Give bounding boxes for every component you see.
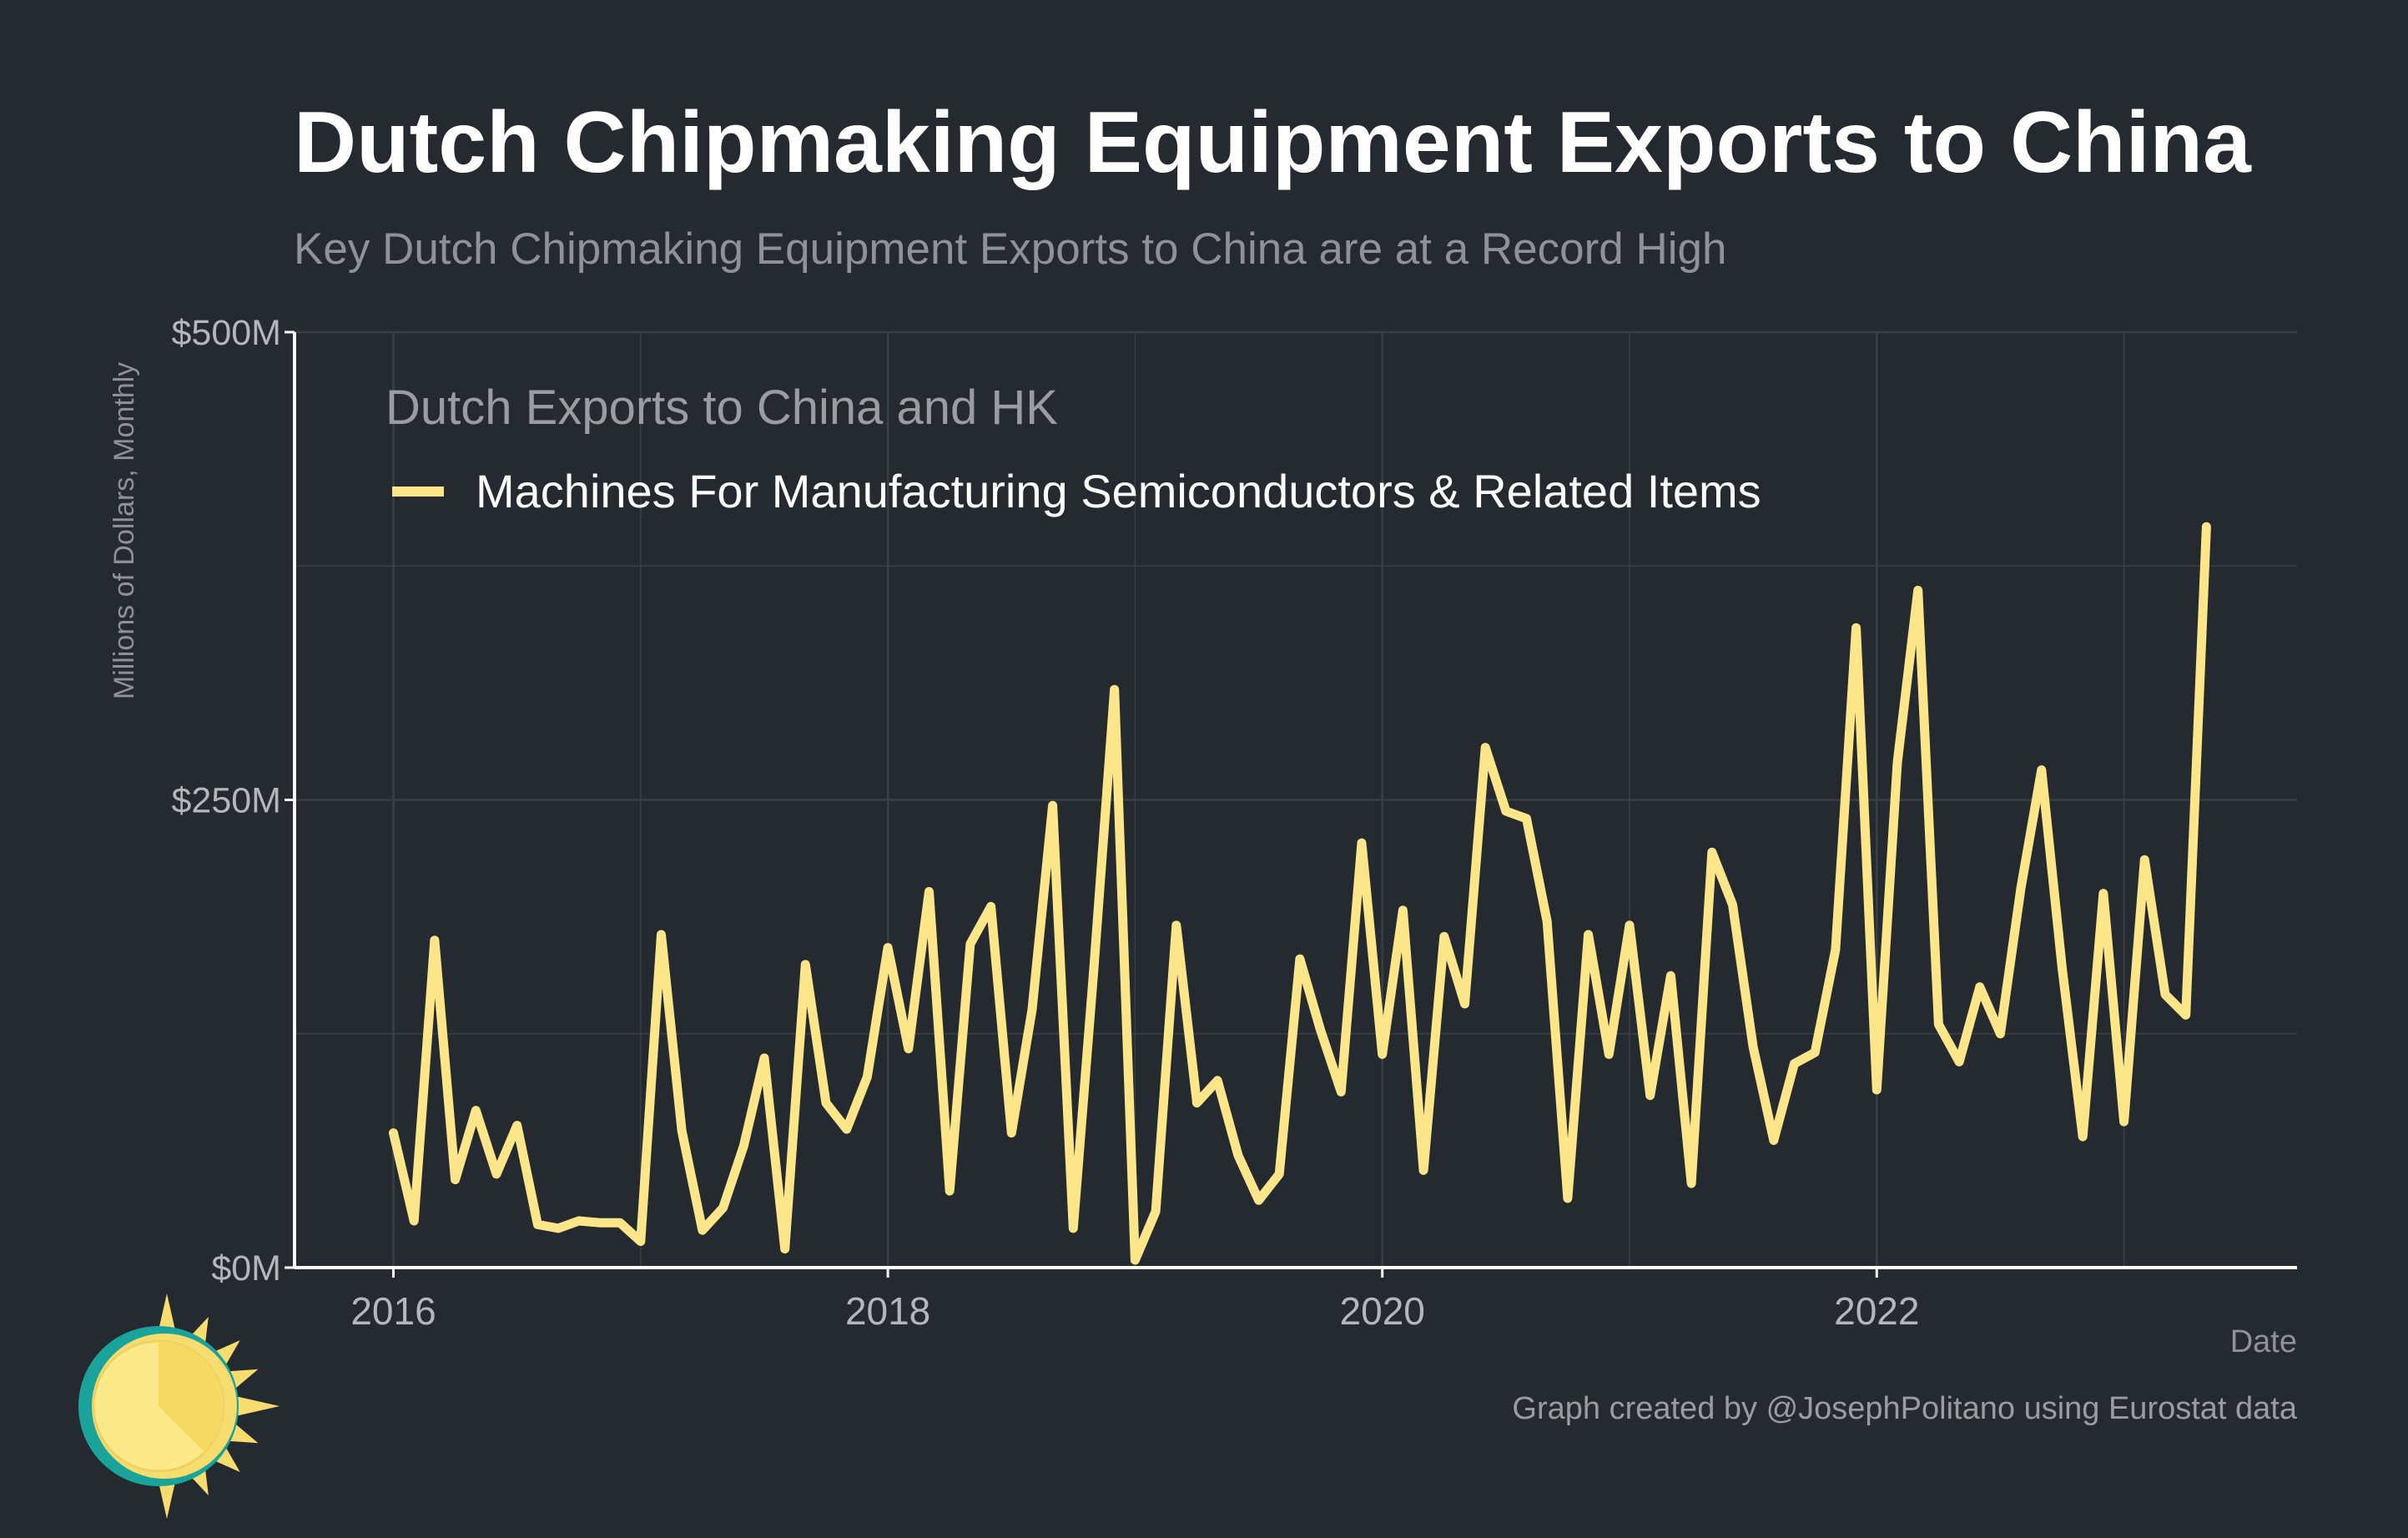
source-note: Graph created by @JosephPolitano using E… bbox=[1512, 1391, 2297, 1426]
sun-shade bbox=[159, 1341, 224, 1452]
series-line bbox=[389, 522, 2211, 1265]
chart-subtitle: Key Dutch Chipmaking Equipment Exports t… bbox=[294, 224, 1726, 274]
sun-ray-4 bbox=[232, 1395, 280, 1417]
x-tick-label-2016: 2016 bbox=[350, 1289, 436, 1333]
horizontal-gridlines bbox=[295, 330, 2297, 1035]
y-tick-label-0: $0M bbox=[211, 1248, 281, 1288]
y-axis-ticks: $0M $250M $500M bbox=[172, 313, 295, 1288]
legend-title: Dutch Exports to China and HK bbox=[385, 381, 1058, 435]
x-tick-label-2022: 2022 bbox=[1834, 1289, 1919, 1333]
sun-logo-icon bbox=[78, 1293, 280, 1519]
y-tick-label-500: $500M bbox=[172, 313, 281, 353]
y-tick-label-250: $250M bbox=[172, 781, 281, 821]
x-axis-ticks: 2016 2018 2020 2022 bbox=[350, 1268, 1919, 1333]
x-tick-label-2020: 2020 bbox=[1340, 1289, 1425, 1333]
chart-title: Dutch Chipmaking Equipment Exports to Ch… bbox=[294, 94, 2252, 191]
x-axis-label: Date bbox=[2230, 1324, 2297, 1359]
x-tick-label-2018: 2018 bbox=[845, 1289, 930, 1333]
y-axis-label: Millions of Dollars, Monthly bbox=[108, 362, 140, 699]
legend-label: Machines For Manufacturing Semiconductor… bbox=[476, 465, 1761, 517]
